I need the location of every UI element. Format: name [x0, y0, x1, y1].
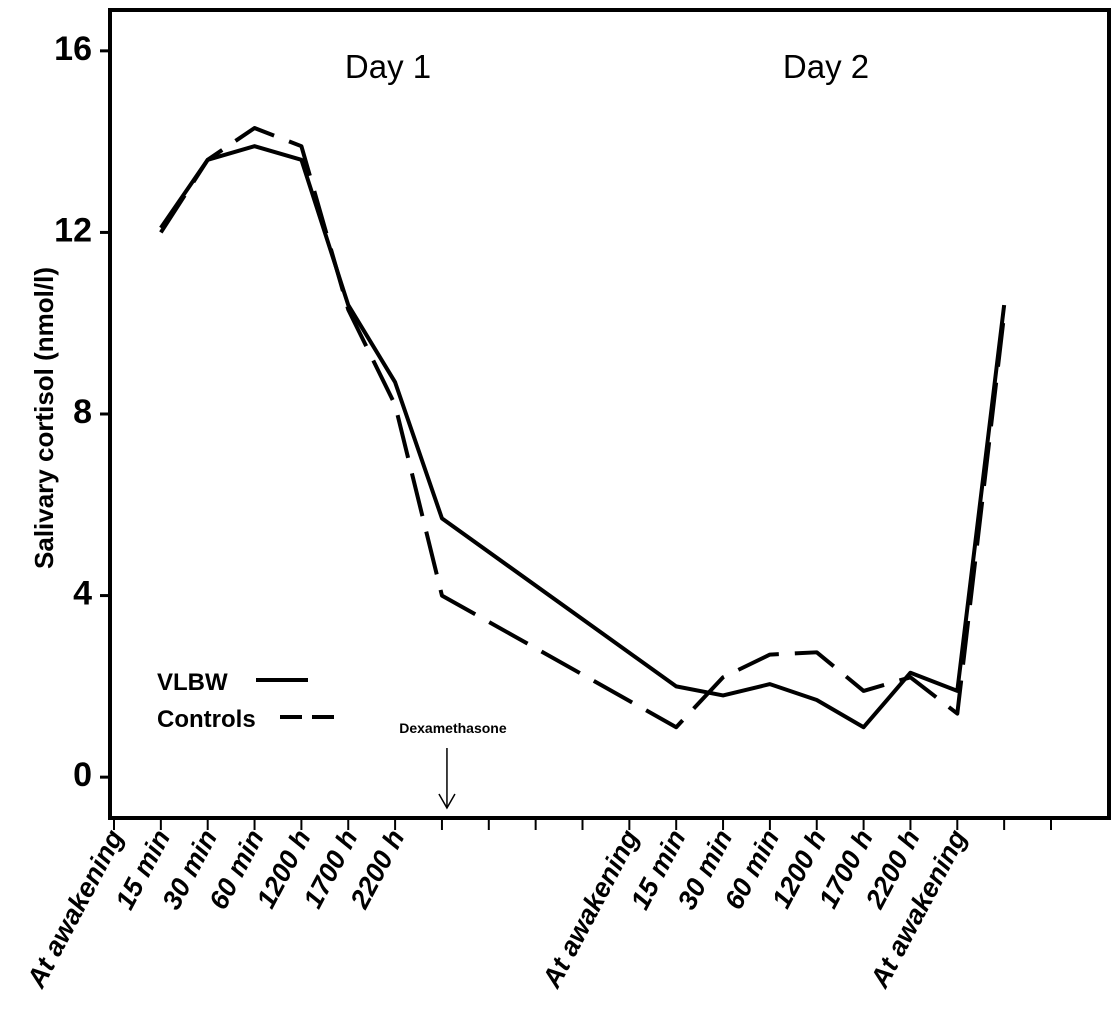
day-1-label: Day 1 [345, 48, 431, 85]
y-tick-label-12: 12 [54, 211, 92, 249]
legend-label-controls: Controls [157, 706, 256, 733]
series-line-vlbw [159, 144, 1007, 730]
dexamethasone-arrow [438, 748, 456, 810]
x-tick-label-11: At awakening [536, 824, 645, 993]
y-tick-label-16: 16 [54, 30, 92, 68]
legend: VLBW Controls [157, 669, 340, 733]
day-2-label: Day 2 [783, 48, 869, 85]
y-tick-label-4: 4 [73, 575, 92, 613]
y-tick-label-8: 8 [73, 393, 92, 431]
dexamethasone-label: Dexamethasone [399, 720, 507, 736]
y-tick-label-0: 0 [73, 756, 92, 794]
axis-ticks [100, 49, 1052, 830]
series-layer [159, 126, 1007, 730]
y-tick-labels: 0 4 8 12 16 [54, 30, 92, 794]
legend-label-vlbw: VLBW [157, 669, 228, 696]
series-line-controls [159, 126, 1007, 730]
y-axis-label: Salivary cortisol (nmol/l) [29, 267, 59, 569]
dexamethasone-arrow-head [438, 793, 456, 810]
x-tick-label-0: At awakening [21, 824, 130, 993]
